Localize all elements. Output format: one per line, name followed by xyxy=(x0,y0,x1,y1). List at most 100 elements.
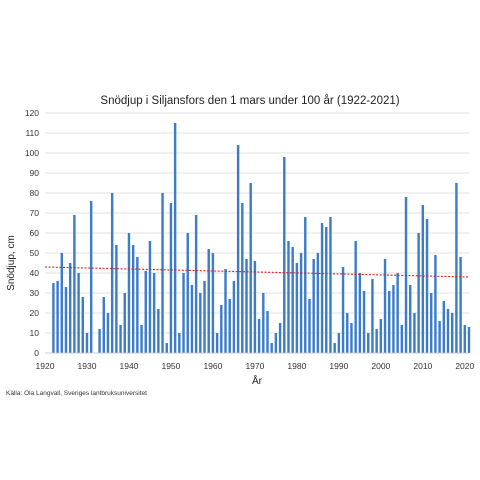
bar-1984 xyxy=(312,259,315,353)
bar-1956 xyxy=(194,215,198,353)
bar-1936 xyxy=(110,193,114,353)
bar-1974 xyxy=(270,343,273,353)
bar-1950 xyxy=(169,203,173,353)
x-tick-1980: 1980 xyxy=(287,361,306,371)
x-tick-1960: 1960 xyxy=(203,361,222,371)
bar-2002 xyxy=(388,291,391,353)
trend-line xyxy=(44,266,470,278)
y-tick-30: 30 xyxy=(30,288,40,298)
bar-1970 xyxy=(253,261,257,353)
bar-1945 xyxy=(148,241,152,353)
bar-1933 xyxy=(98,329,101,353)
bar-2008 xyxy=(413,313,416,353)
x-tick-labels: 1920 1930 1940 1950 1960 1970 1980 1990 2000 2010… xyxy=(36,361,475,371)
bar-1959 xyxy=(207,249,210,353)
bar-1926 xyxy=(68,263,72,353)
x-tick-2000: 2000 xyxy=(371,361,390,371)
chart-title: Snödjup i Siljansfors den 1 mars under 1… xyxy=(100,95,399,107)
bar-1963 xyxy=(224,269,227,353)
y-tick-110: 110 xyxy=(25,128,39,138)
x-tick-2010: 2010 xyxy=(413,361,432,371)
bar-1931 xyxy=(89,201,93,353)
bar-1993 xyxy=(350,323,353,353)
bar-2021 xyxy=(467,327,471,353)
bar-1944 xyxy=(144,271,147,353)
bar-1928 xyxy=(77,273,80,353)
y-tick-70: 70 xyxy=(30,208,40,218)
y-tick-60: 60 xyxy=(30,228,40,238)
bar-1996 xyxy=(362,291,366,353)
bar-1992 xyxy=(346,313,349,353)
y-tick-90: 90 xyxy=(30,168,40,178)
bar-1962 xyxy=(220,305,223,353)
bar-1988 xyxy=(329,217,332,353)
bar-1985 xyxy=(316,253,320,353)
bar-1976 xyxy=(278,323,282,353)
bar-1998 xyxy=(371,279,374,353)
bar-1952 xyxy=(178,333,181,353)
bar-1937 xyxy=(115,245,118,353)
y-tick-80: 80 xyxy=(30,188,40,198)
x-tick-1950: 1950 xyxy=(161,361,180,371)
y-tick-40: 40 xyxy=(30,268,40,278)
bar-1954 xyxy=(186,233,189,353)
x-tick-1920: 1920 xyxy=(36,361,55,371)
bar-1957 xyxy=(199,293,202,353)
bar-1971 xyxy=(257,319,261,353)
bar-2016 xyxy=(446,309,450,353)
y-tick-120: 120 xyxy=(25,108,39,118)
bar-1949 xyxy=(165,343,168,353)
x-tick-1930: 1930 xyxy=(78,361,97,371)
bar-1967 xyxy=(241,203,244,353)
bar-1943 xyxy=(140,325,143,353)
x-tick-1940: 1940 xyxy=(119,361,138,371)
bar-1986 xyxy=(320,223,324,353)
bar-series xyxy=(52,123,471,353)
x-axis-label: År xyxy=(252,374,263,387)
bar-1991 xyxy=(341,267,345,353)
bar-2011 xyxy=(425,219,429,353)
x-tick-2020: 2020 xyxy=(455,361,474,371)
y-tick-100: 100 xyxy=(25,148,39,158)
bar-1940 xyxy=(127,233,131,353)
bar-1966 xyxy=(236,145,240,353)
bar-1935 xyxy=(106,313,110,353)
bar-1939 xyxy=(123,293,126,353)
x-tick-1990: 1990 xyxy=(329,361,348,371)
bar-1953 xyxy=(182,273,185,353)
bar-2005 xyxy=(400,325,404,353)
bar-1925 xyxy=(64,287,68,353)
bar-1972 xyxy=(262,293,265,353)
bar-1964 xyxy=(228,299,231,353)
bar-1981 xyxy=(299,253,303,353)
bar-2010 xyxy=(421,205,425,353)
bar-1978 xyxy=(287,241,290,353)
bar-1977 xyxy=(283,157,286,353)
y-tick-10: 10 xyxy=(30,328,40,338)
bar-1929 xyxy=(81,297,84,353)
source-note: Källa: Ola Langvall, Sveriges lantbruksu… xyxy=(6,390,147,397)
bar-1979 xyxy=(291,247,294,353)
bar-1973 xyxy=(266,311,269,353)
bar-1948 xyxy=(161,193,164,353)
bar-1947 xyxy=(157,309,160,353)
bar-1927 xyxy=(73,215,76,353)
bar-2015 xyxy=(442,301,446,353)
bar-1924 xyxy=(60,253,63,353)
bar-1930 xyxy=(85,333,89,353)
bar-1951 xyxy=(173,123,177,353)
bar-1955 xyxy=(190,285,194,353)
bar-1942 xyxy=(136,257,139,353)
bar-1923 xyxy=(56,281,59,353)
y-tick-50: 50 xyxy=(30,248,40,258)
bar-2009 xyxy=(417,233,420,353)
bar-1982 xyxy=(304,217,307,353)
bar-1983 xyxy=(308,299,311,353)
bar-2013 xyxy=(434,255,437,353)
bar-1968 xyxy=(245,259,248,353)
bar-2014 xyxy=(438,321,441,353)
bar-1961 xyxy=(215,333,219,353)
bar-1997 xyxy=(367,333,370,353)
bar-2012 xyxy=(430,293,433,353)
